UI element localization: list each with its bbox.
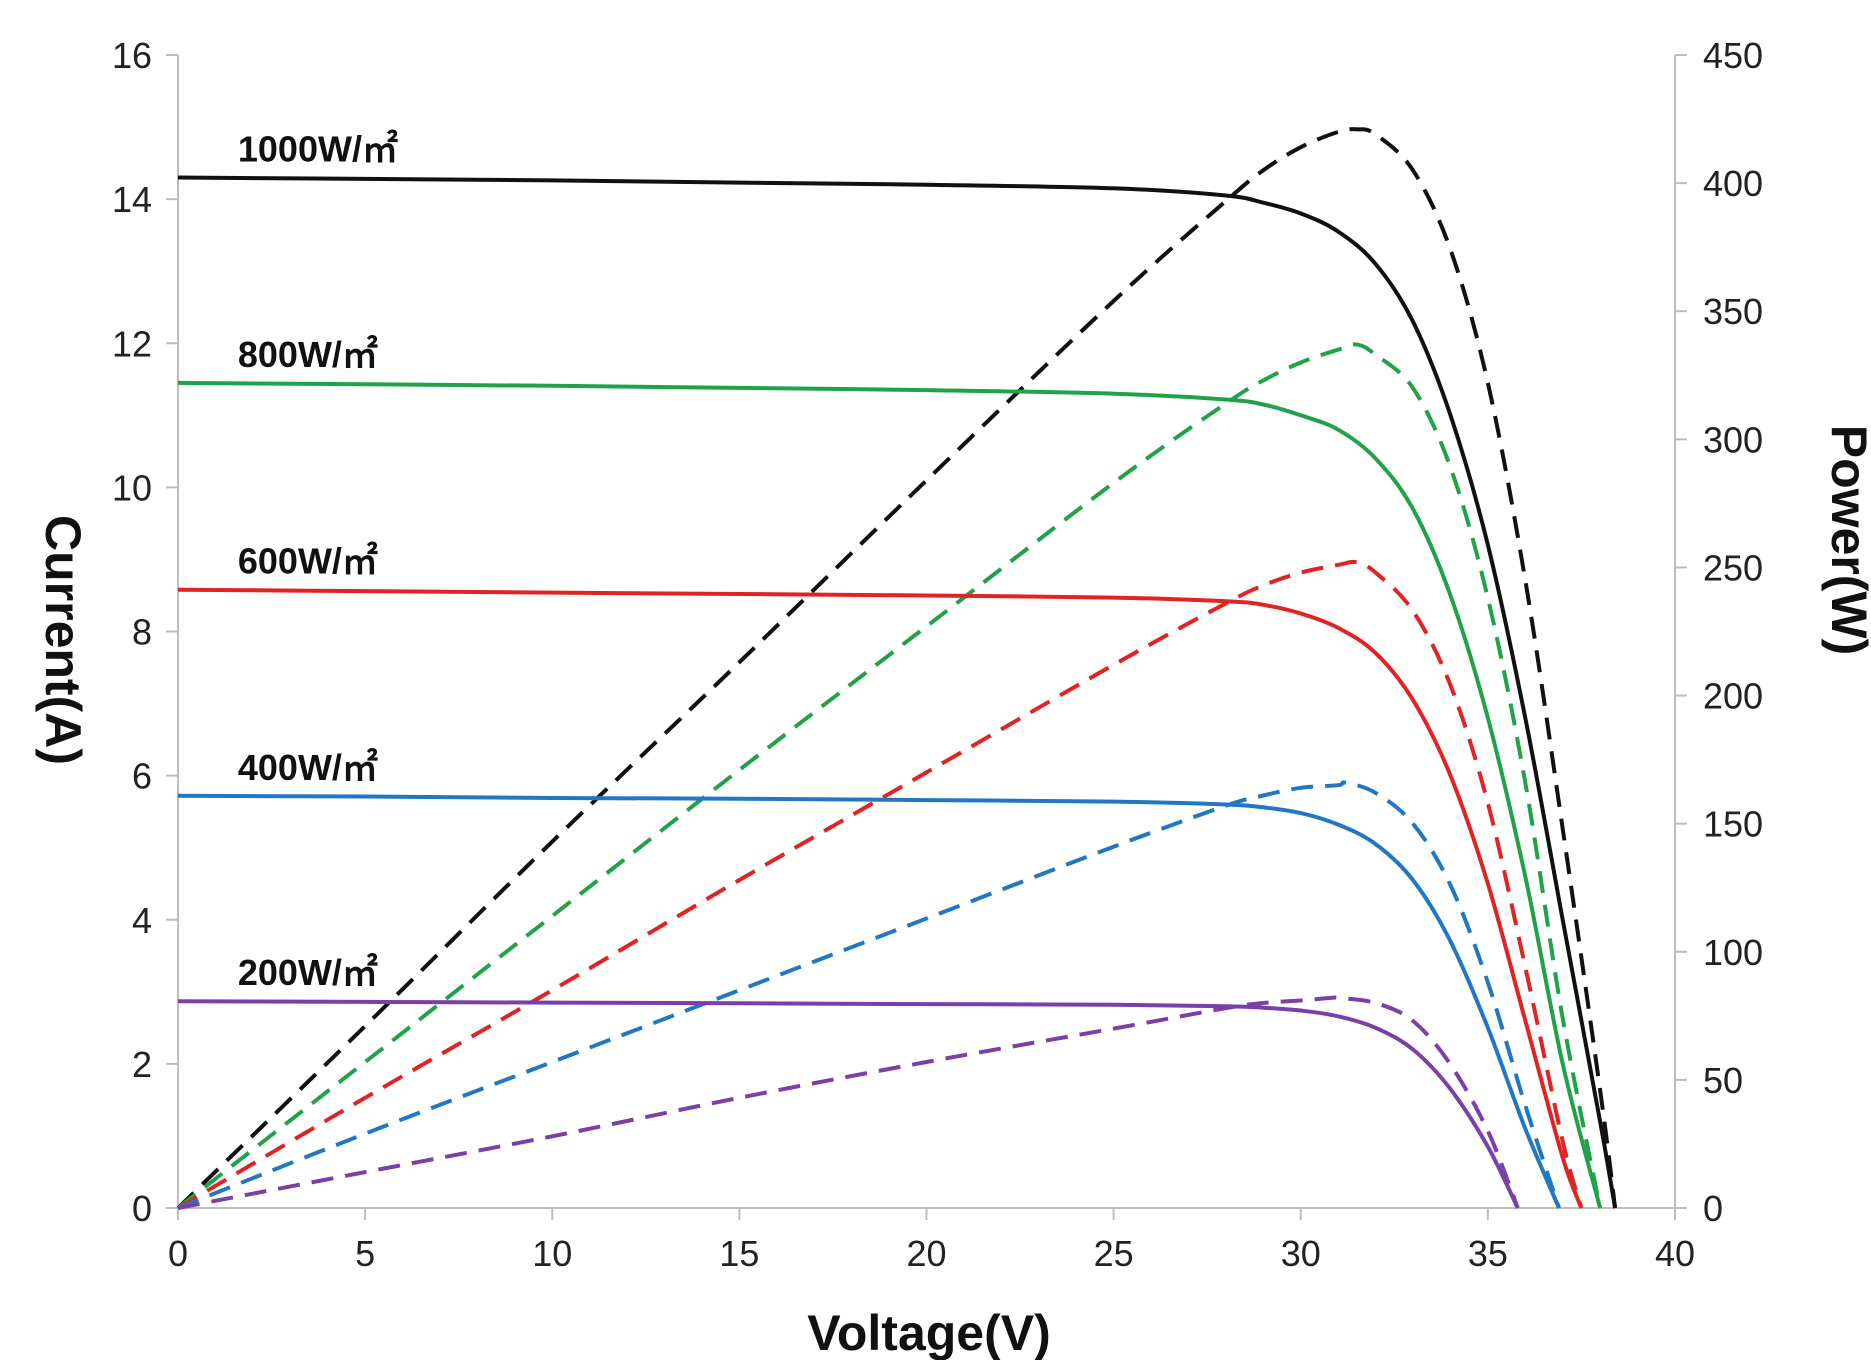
y2-tick-label: 350 (1703, 291, 1763, 332)
curve-label-0: 1000W/㎡ (238, 129, 398, 170)
y-tick-label: 14 (112, 179, 152, 220)
y2-tick-label: 50 (1703, 1060, 1743, 1101)
x-tick-label: 5 (355, 1233, 375, 1274)
y-tick-label: 0 (132, 1188, 152, 1229)
y-tick-label: 8 (132, 612, 152, 653)
y2-tick-label: 150 (1703, 804, 1763, 845)
x-tick-label: 15 (719, 1233, 759, 1274)
x-tick-label: 10 (532, 1233, 572, 1274)
curve-label-3: 400W/㎡ (238, 747, 378, 788)
y-tick-label: 2 (132, 1044, 152, 1085)
x-tick-label: 40 (1655, 1233, 1695, 1274)
current-curve-1 (177, 380, 1603, 1209)
power-curve-4 (177, 995, 1520, 1210)
y2-tick-label: 450 (1703, 35, 1763, 76)
x-tick-label: 0 (168, 1233, 188, 1274)
x-tick-label: 20 (906, 1233, 946, 1274)
y-tick-label: 6 (132, 756, 152, 797)
y2-tick-label: 250 (1703, 547, 1763, 588)
x-axis-title: Voltage(V) (807, 1305, 1051, 1360)
y-tick-label: 12 (112, 323, 152, 364)
curve-labels: 1000W/㎡ 800W/㎡ 600W/㎡ 400W/㎡ 200W/㎡ (238, 129, 398, 994)
power-curve-0 (176, 127, 1618, 1210)
power-curve-2 (176, 559, 1584, 1210)
y2-tick-label: 0 (1703, 1188, 1723, 1229)
y-axis-title: Current(A) (35, 515, 91, 765)
y2-tick-label: 100 (1703, 932, 1763, 973)
curve-label-2: 600W/㎡ (238, 541, 378, 582)
power-curves (176, 127, 1618, 1210)
current-curves (177, 175, 1618, 1209)
y2-tick-label: 200 (1703, 676, 1763, 717)
y2-axis-title: Power(W) (1821, 425, 1871, 656)
y-tick-label: 10 (112, 467, 152, 508)
x-tick-label: 30 (1281, 1233, 1321, 1274)
y-tick-label: 16 (112, 35, 152, 76)
current-curve-0 (177, 175, 1618, 1209)
y2-tick-label: 300 (1703, 419, 1763, 460)
curve-label-1: 800W/㎡ (238, 334, 378, 375)
y-tick-label: 4 (132, 900, 152, 941)
x-tick-label: 25 (1094, 1233, 1134, 1274)
current-curve-4 (177, 999, 1520, 1209)
ticks: 0 5 10 15 20 25 30 35 40024681012141605010015020… (112, 35, 1763, 1274)
y2-tick-label: 400 (1703, 163, 1763, 204)
x-tick-label: 35 (1468, 1233, 1508, 1274)
curve-label-4: 200W/㎡ (238, 952, 378, 993)
power-curve-3 (177, 780, 1561, 1210)
power-curve-1 (176, 342, 1603, 1210)
current-curve-2 (177, 587, 1584, 1209)
current-curve-3 (177, 793, 1561, 1209)
